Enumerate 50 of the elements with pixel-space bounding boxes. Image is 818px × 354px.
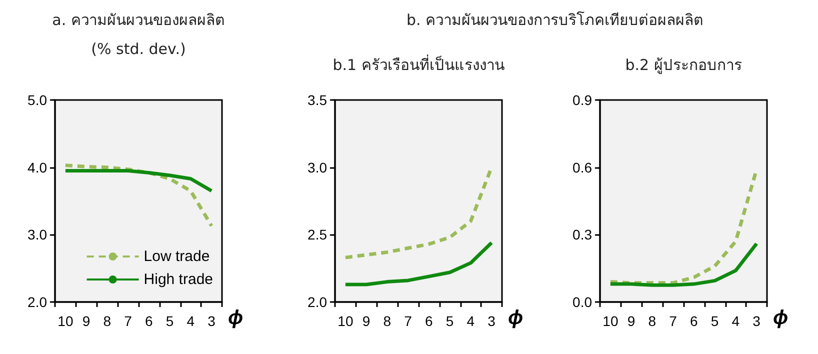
- x-tick-label: 6: [690, 313, 698, 329]
- y-tick-label: 3.5: [308, 92, 328, 108]
- text: b. ความผันผวนของการบริโภคเทียบต่อผลผลิต: [406, 10, 704, 31]
- x-tick-label: 7: [404, 313, 412, 329]
- x-tick-label: 4: [732, 313, 740, 329]
- chart-title: b.2 ผู้ประกอบการ: [625, 55, 742, 76]
- x-tick-label: 6: [425, 313, 434, 329]
- y-tick-label: 3.0: [308, 159, 328, 176]
- x-tick-label: 3: [208, 313, 216, 329]
- x-tick-label: 3: [752, 313, 761, 329]
- x-axis-title: ϕ: [508, 307, 524, 329]
- legend-label: High trade: [144, 271, 214, 288]
- x-axis-title: ϕ: [773, 307, 788, 329]
- y-tick-label: 5.0: [28, 92, 48, 108]
- line-series: [608, 242, 758, 287]
- x-tick-label: 4: [186, 313, 195, 329]
- x-tick-label: 3: [488, 313, 496, 329]
- y-tick-label: 4.0: [28, 159, 48, 176]
- x-tick-label: 9: [627, 313, 636, 329]
- chart-subtitle: (% std. dev.): [91, 40, 186, 58]
- line-series: [64, 164, 214, 228]
- y-tick-label: 2.0: [28, 294, 48, 310]
- x-tick-label: 8: [383, 313, 392, 329]
- x-tick-label: 5: [710, 313, 719, 329]
- line-series: [344, 240, 494, 286]
- x-tick-label: 5: [166, 313, 174, 329]
- y-tick-label: 2.0: [308, 294, 328, 310]
- y-tick-label: 3.0: [28, 226, 48, 243]
- x-tick-label: 7: [669, 313, 678, 329]
- line-series: [64, 168, 214, 193]
- x-tick-label: 7: [124, 313, 132, 329]
- x-tick-label: 8: [103, 313, 112, 329]
- y-tick-label: 0.3: [572, 226, 592, 243]
- legend-label: Low trade: [144, 248, 210, 265]
- y-tick-label: 0.0: [572, 294, 592, 310]
- chart-subtitle: b.1 ครัวเรือนที่เป็นแรงงาน: [332, 54, 504, 76]
- x-axis-title: ϕ: [228, 307, 244, 329]
- x-tick-label: 10: [602, 313, 618, 329]
- x-tick-label: 10: [58, 313, 74, 329]
- x-tick-label: 8: [648, 313, 656, 329]
- x-tick-label: 9: [362, 313, 370, 329]
- y-tick-label: 0.6: [572, 159, 592, 176]
- y-tick-label: 0.9: [572, 92, 592, 108]
- x-tick-label: 9: [82, 313, 90, 329]
- y-tick-label: 2.5: [308, 226, 328, 243]
- chart-title: a. ความผันผวนของผลผลิต: [52, 10, 225, 31]
- x-tick-label: 6: [145, 313, 154, 329]
- x-tick-label: 4: [466, 313, 475, 329]
- x-tick-label: 10: [338, 313, 354, 329]
- x-tick-label: 5: [446, 313, 454, 329]
